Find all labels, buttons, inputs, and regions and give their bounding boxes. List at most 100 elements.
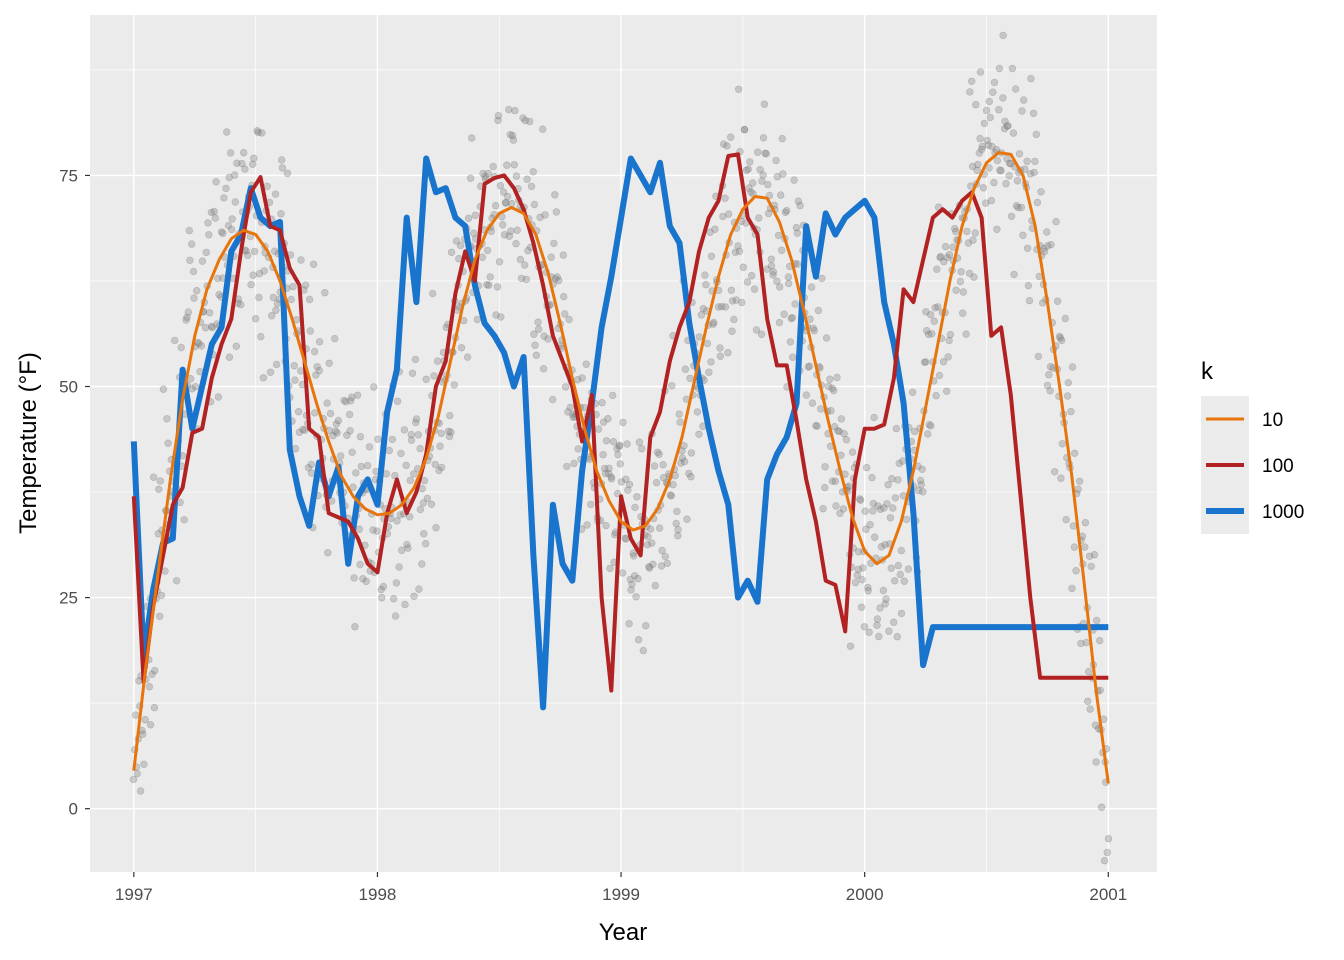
observation-point (599, 451, 607, 459)
observation-point (614, 450, 622, 459)
observation-point (190, 294, 198, 302)
observation-point (519, 114, 527, 122)
observation-point (758, 177, 766, 185)
observation-point (456, 241, 465, 250)
observation-point (865, 628, 873, 636)
observation-point (1045, 371, 1053, 379)
observation-point (392, 579, 401, 587)
observation-point (378, 593, 386, 602)
observation-point (250, 154, 258, 163)
observation-point (645, 563, 653, 571)
observation-point (873, 615, 882, 623)
observation-point (695, 430, 703, 438)
observation-point (1057, 336, 1066, 345)
observation-point (752, 326, 761, 334)
observation-point (642, 622, 650, 630)
observation-point (1001, 117, 1009, 126)
observation-point (211, 214, 220, 222)
observation-point (551, 275, 560, 283)
observation-point (159, 385, 168, 393)
observation-point (331, 427, 340, 435)
observation-point (348, 448, 356, 456)
observation-point (1043, 381, 1052, 390)
observation-point (989, 88, 997, 96)
observation-point (177, 343, 185, 352)
observation-point (786, 338, 795, 346)
observation-point (259, 374, 268, 382)
observation-point (794, 197, 802, 205)
observation-point (812, 421, 820, 430)
observation-point (191, 383, 200, 391)
observation-point (517, 274, 526, 283)
observation-point (548, 395, 557, 404)
observation-point (538, 125, 547, 133)
observation-point (133, 769, 141, 778)
observation-point (582, 360, 590, 368)
observation-point (634, 574, 642, 583)
observation-point (602, 521, 610, 530)
observation-point (401, 600, 409, 609)
observation-point (161, 567, 169, 575)
observation-point (343, 431, 351, 439)
observation-point (827, 407, 835, 415)
observation-point (1046, 363, 1055, 371)
observation-point (862, 463, 871, 472)
observation-point (154, 529, 163, 538)
y-axis-ticks: 0 25 50 75 (59, 166, 90, 819)
observation-point (781, 208, 790, 217)
observation-point (649, 560, 657, 568)
observation-point (444, 427, 453, 435)
observation-point (695, 333, 703, 341)
observation-point (935, 371, 944, 380)
observation-point (483, 246, 492, 255)
observation-point (657, 562, 666, 570)
observation-point (873, 621, 881, 629)
observation-point (1061, 314, 1070, 323)
observation-point (516, 255, 525, 264)
observation-point (837, 415, 846, 423)
observation-point (941, 242, 950, 251)
observation-point (703, 339, 712, 348)
observation-point (1013, 177, 1022, 185)
observation-point (307, 460, 315, 469)
observation-point (527, 182, 536, 191)
observation-point (822, 334, 831, 342)
observation-point (978, 142, 987, 151)
observation-point (266, 368, 275, 376)
observation-point (506, 131, 514, 139)
observation-point (1023, 244, 1032, 253)
observation-point (1067, 407, 1075, 416)
observation-point (986, 113, 994, 122)
observation-point (759, 134, 768, 142)
observation-point (921, 358, 930, 366)
observation-point (599, 418, 608, 426)
observation-point (463, 353, 472, 361)
observation-point (397, 449, 405, 458)
observation-point (668, 382, 676, 390)
observation-point (685, 469, 693, 478)
observation-point (492, 201, 500, 210)
observation-point (1062, 515, 1070, 524)
observation-point (880, 504, 888, 512)
observation-point (896, 570, 904, 579)
observation-point (208, 323, 217, 332)
observation-point (1074, 485, 1082, 493)
observation-point (390, 594, 398, 603)
observation-point (530, 200, 539, 209)
observation-point (813, 422, 821, 430)
observation-point (643, 541, 652, 549)
observation-point (870, 533, 879, 541)
observation-point (423, 494, 432, 503)
observation-point (1012, 202, 1021, 210)
observation-point (406, 513, 414, 521)
observation-point (1018, 107, 1026, 115)
observation-point (819, 505, 827, 513)
observation-point (848, 448, 857, 456)
observation-point (952, 286, 960, 294)
observation-point (814, 306, 823, 315)
observation-point (778, 134, 786, 143)
observation-point (422, 539, 430, 548)
observation-point (184, 308, 193, 316)
observation-point (207, 322, 216, 331)
observation-point (555, 276, 563, 285)
